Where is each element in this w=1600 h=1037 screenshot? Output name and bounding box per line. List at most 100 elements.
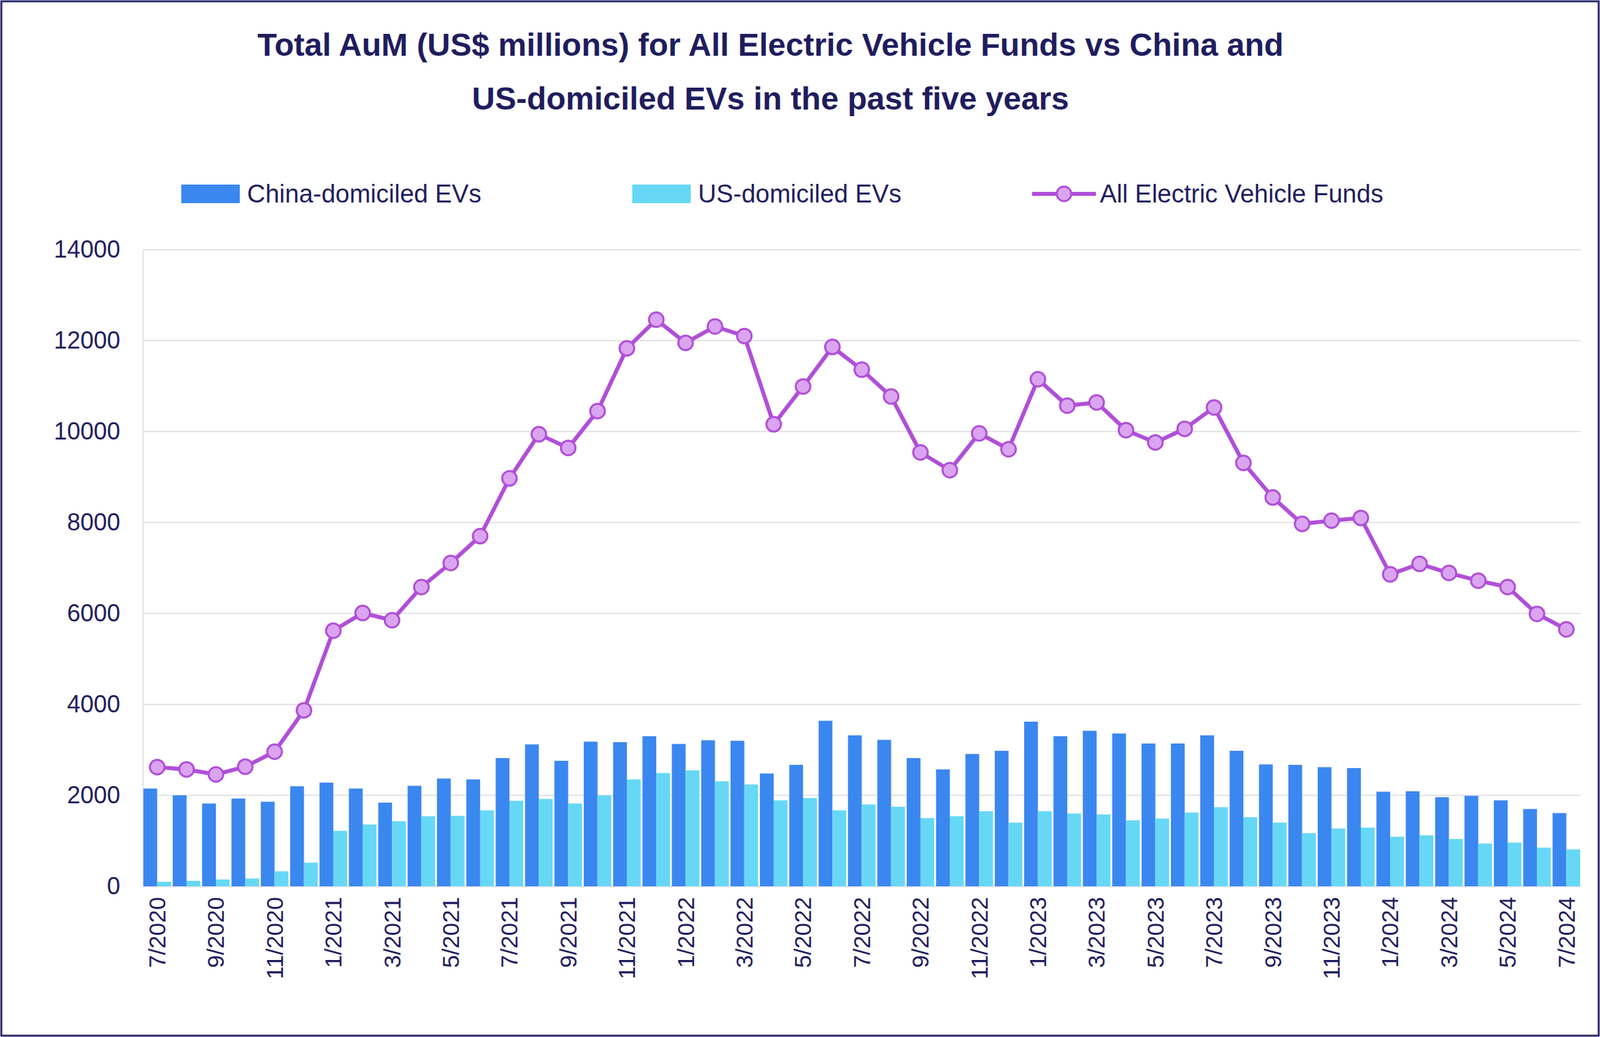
marker (355, 605, 370, 621)
x-tick: 3/2024 (1435, 886, 1462, 969)
y-tick-label: 0 (106, 872, 121, 900)
marker (1265, 490, 1280, 505)
x-tick: 1/2023 (1024, 886, 1051, 969)
bar (1317, 767, 1332, 887)
bar (656, 773, 671, 887)
marker (179, 762, 194, 778)
bar (1214, 807, 1229, 887)
y-tick: 2000 (67, 781, 143, 809)
marker (1471, 573, 1486, 589)
x-tick: 3/2023 (1083, 886, 1110, 969)
x-tick-label: 3/2021 (379, 897, 406, 969)
bar (1478, 844, 1493, 887)
bar (304, 862, 319, 887)
grid-line (142, 704, 1581, 706)
marker (1060, 398, 1075, 414)
y-tick-label: 6000 (67, 599, 121, 627)
marker (1295, 516, 1310, 532)
x-tick: 7/2021 (496, 886, 523, 969)
y-tick: 14000 (53, 235, 143, 264)
x-tick-label: 7/2022 (848, 897, 875, 969)
x-tick-label: 5/2021 (437, 897, 464, 969)
marker (472, 529, 488, 544)
x-tick-label: 5/2022 (789, 897, 816, 969)
bar (1053, 736, 1068, 887)
x-tick-label: 11/2023 (1318, 897, 1345, 980)
bar (231, 799, 246, 887)
x-tick-label: 9/2023 (1259, 897, 1286, 969)
marker (884, 389, 899, 404)
marker (237, 759, 253, 775)
bar (1419, 835, 1434, 887)
x-tick: 11/2020 (261, 886, 288, 980)
bar (1493, 800, 1508, 887)
marker (1001, 442, 1017, 457)
bar (935, 769, 950, 887)
bar (157, 882, 172, 887)
marks (143, 312, 1581, 887)
x-tick: 1/2022 (672, 886, 699, 969)
bar (730, 741, 745, 887)
bar (978, 811, 993, 887)
x-tick-label: 11/2021 (613, 897, 640, 980)
frame (1, 1, 1599, 1037)
title-line: Total AuM (US$ millions) for All Electri… (257, 27, 1284, 63)
bar (1288, 765, 1303, 887)
bar (1522, 809, 1537, 887)
marker (590, 403, 606, 419)
bar (1067, 813, 1082, 887)
marker (1030, 371, 1046, 387)
x-tick-label: 7/2024 (1553, 897, 1580, 969)
bar (1200, 735, 1215, 887)
y-tick-label: 8000 (67, 508, 121, 536)
x-axis: 7/20209/202011/20201/20213/20215/20217/2… (143, 886, 1582, 980)
marker (1500, 579, 1515, 595)
bar (143, 789, 158, 887)
marker (1441, 565, 1457, 581)
x-tick: 7/2024 (1553, 886, 1580, 969)
legend-item: US-domiciled EVs (632, 179, 902, 208)
bar (245, 878, 260, 887)
bar (1024, 721, 1039, 887)
legend-label: US-domiciled EVs (698, 179, 902, 208)
marker (1089, 395, 1104, 410)
bar (949, 816, 964, 887)
bar (832, 810, 847, 887)
y-tick: 12000 (53, 326, 143, 355)
marker (502, 471, 517, 487)
bar (1170, 743, 1185, 887)
bar (818, 721, 833, 887)
bar (567, 803, 582, 887)
line (157, 319, 1567, 775)
bar (597, 795, 612, 887)
marker (296, 703, 312, 718)
x-tick-label: 7/2023 (1200, 897, 1227, 969)
legend-swatch (181, 184, 240, 204)
bar (613, 742, 627, 887)
bar (1536, 848, 1551, 887)
y-tick-label: 14000 (53, 235, 121, 264)
bar (1155, 818, 1170, 887)
bar (215, 880, 230, 887)
bar (1449, 839, 1464, 887)
legend: China-domiciled EVsUS-domiciled EVsAll E… (181, 179, 1384, 208)
bar (994, 751, 1009, 887)
grid (142, 249, 1581, 887)
bar (480, 810, 495, 887)
y-tick-label: 10000 (53, 417, 121, 445)
bar (1125, 820, 1140, 887)
marker (1324, 513, 1339, 529)
x-tick-label: 11/2020 (261, 897, 288, 980)
x-tick: 9/2023 (1259, 886, 1286, 969)
x-tick: 3/2022 (731, 886, 758, 969)
y-tick: 10000 (53, 417, 143, 445)
marker (266, 744, 282, 760)
bar (891, 806, 906, 887)
bar (495, 758, 510, 887)
x-tick: 5/2023 (1142, 886, 1169, 969)
y-axis: 0 2000 4000 6000 8000 10000 12000 14000 (53, 235, 144, 900)
bar (877, 739, 892, 887)
grid-line (142, 431, 1581, 433)
bar (274, 871, 289, 887)
y-tick: 4000 (67, 690, 143, 718)
